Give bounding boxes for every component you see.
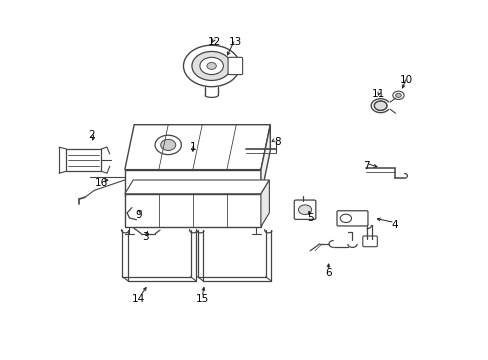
FancyBboxPatch shape [336, 211, 367, 226]
Text: 7: 7 [363, 161, 369, 171]
Polygon shape [261, 180, 269, 227]
Text: 11: 11 [371, 89, 384, 99]
Circle shape [340, 214, 351, 222]
Circle shape [191, 51, 231, 81]
Circle shape [373, 101, 386, 111]
Text: 5: 5 [306, 213, 313, 223]
Text: 16: 16 [95, 179, 108, 188]
Text: 8: 8 [273, 137, 280, 147]
FancyBboxPatch shape [227, 57, 242, 75]
Text: 6: 6 [325, 268, 332, 278]
Text: 10: 10 [399, 75, 412, 85]
FancyBboxPatch shape [294, 200, 315, 219]
Text: 13: 13 [228, 37, 241, 47]
Text: 9: 9 [135, 210, 142, 220]
Polygon shape [124, 194, 261, 227]
Circle shape [298, 205, 311, 215]
Text: 3: 3 [142, 232, 149, 242]
Circle shape [161, 139, 175, 150]
Polygon shape [124, 125, 270, 170]
Circle shape [200, 57, 223, 75]
Circle shape [392, 91, 403, 99]
Polygon shape [124, 180, 269, 194]
Text: 4: 4 [390, 220, 397, 230]
Text: 14: 14 [132, 294, 145, 304]
Polygon shape [124, 170, 261, 195]
Circle shape [395, 93, 401, 98]
Circle shape [155, 135, 181, 154]
Polygon shape [261, 125, 270, 195]
Text: 1: 1 [189, 142, 196, 152]
Circle shape [206, 63, 216, 69]
Text: 2: 2 [88, 130, 95, 140]
Text: 12: 12 [207, 37, 220, 47]
Circle shape [183, 45, 239, 87]
Text: 15: 15 [195, 294, 208, 304]
FancyBboxPatch shape [362, 236, 377, 247]
